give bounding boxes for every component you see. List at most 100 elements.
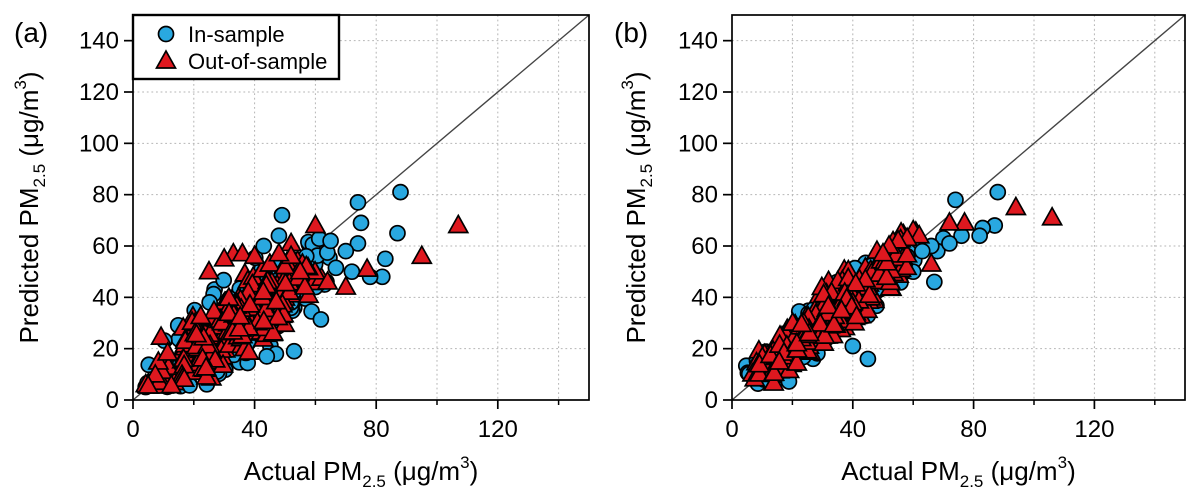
series-out-of-sample (134, 213, 470, 394)
scatter-point (285, 342, 303, 360)
scatter-point (267, 241, 290, 262)
scatter-point (875, 265, 898, 286)
x-tick-label: 120 (478, 416, 518, 443)
y-axis: 0 20 40 60 80 100 120 140 (678, 28, 732, 414)
scatter-point (185, 322, 208, 343)
scatter-point (237, 340, 260, 360)
y-tick-label: 20 (691, 336, 718, 363)
x-tick-label: 0 (126, 416, 139, 443)
x-axis: 0 40 80 120 (725, 400, 1156, 443)
y-tick-label: 0 (106, 387, 119, 414)
scatter-point (252, 280, 275, 300)
scatter-point (189, 304, 212, 325)
y-tick-label: 100 (79, 130, 119, 157)
scatter-point (845, 304, 868, 325)
scatter-point (349, 235, 367, 252)
scatter-point (822, 313, 845, 333)
scatter-point (160, 373, 183, 394)
scatter-point (947, 191, 964, 209)
scatter-point (198, 259, 220, 280)
scatter-point (844, 272, 867, 292)
scatter-point (337, 242, 355, 260)
scatter-point (327, 259, 345, 277)
y-tick-label: 40 (691, 284, 718, 311)
x-tick-label: 40 (839, 416, 866, 443)
scatter-point (137, 374, 160, 394)
y-tick-label: 140 (678, 28, 718, 55)
scatter-point (856, 298, 879, 319)
scatter-point (768, 350, 791, 370)
plot-border (731, 14, 1186, 401)
scatter-point (195, 356, 218, 376)
scatter-point (785, 331, 808, 352)
scatter-point (392, 183, 409, 201)
scatter-point (1041, 206, 1064, 226)
scatter-point (215, 271, 233, 289)
y-tick-label: 80 (691, 182, 718, 209)
scatter-point (274, 254, 296, 275)
scatter-point (817, 294, 840, 315)
scatter-point (844, 337, 862, 355)
scatter-point (173, 367, 196, 388)
scatter-point (229, 305, 252, 325)
scatter-point (872, 241, 894, 262)
scatter-layer (134, 183, 470, 396)
scatter-point (304, 213, 327, 234)
scatter-point (156, 341, 179, 361)
scatter-point (762, 371, 785, 391)
scatter-point (938, 211, 961, 231)
scatter-point (258, 252, 281, 272)
scatter-point (334, 275, 357, 295)
scatter-point (144, 363, 167, 383)
y-tick-label: 0 (705, 387, 718, 414)
x-axis-label: Actual PM2.5 (μg/m3) (244, 453, 479, 491)
scatter-point (1004, 195, 1027, 216)
scatter-point (785, 351, 808, 371)
scatter-point (255, 237, 273, 255)
scatter-point (913, 242, 931, 260)
scatter-point (265, 289, 288, 310)
legend-label: Out-of-sample (188, 49, 327, 74)
y-axis: 0 20 40 60 80 100 120 140 (79, 28, 133, 414)
scatter-point (258, 348, 276, 365)
scatter-point (858, 283, 881, 304)
x-tick-label: 80 (363, 416, 390, 443)
scatter-point (356, 257, 379, 277)
scatter-point (293, 275, 316, 295)
y-tick-label: 80 (92, 182, 119, 209)
y-tick-label: 100 (678, 130, 718, 157)
scatter-point (266, 305, 289, 326)
legend-marker-triangle-icon (155, 49, 177, 69)
scatter-point (896, 243, 918, 263)
scatter-point (859, 350, 877, 368)
panel-label: (a) (14, 17, 48, 48)
y-tick-label: 60 (691, 233, 718, 260)
scatter-point (925, 273, 943, 291)
series-out-of-sample (741, 195, 1064, 391)
y-tick-label: 20 (92, 336, 119, 363)
scatter-point (895, 255, 918, 276)
y-tick-label: 140 (79, 28, 119, 55)
plot-border (132, 14, 590, 401)
scatter-point (289, 259, 312, 280)
scatter-point (389, 224, 406, 242)
scatter-point (239, 293, 261, 313)
scatter-point (352, 214, 370, 232)
scatter-point (920, 252, 943, 272)
y-tick-label: 40 (92, 284, 119, 311)
panel-label: (b) (614, 17, 648, 48)
scatter-point (376, 250, 394, 268)
scatter-point (953, 211, 976, 231)
scatter-point (213, 247, 236, 267)
x-axis: 0 40 80 120 (126, 400, 560, 443)
scatter-point (231, 241, 254, 262)
y-tick-label: 120 (79, 79, 119, 106)
scatter-point (989, 183, 1007, 201)
x-axis-label: Actual PM2.5 (μg/m3) (841, 453, 1076, 491)
scatter-point (150, 325, 173, 345)
scatter-point (908, 223, 931, 244)
panel-b-scatter-plot: 0 40 80 120 0 20 40 60 80 100 120 140 Actual PM2.5 (… (614, 14, 1186, 491)
scatter-point (830, 298, 853, 319)
